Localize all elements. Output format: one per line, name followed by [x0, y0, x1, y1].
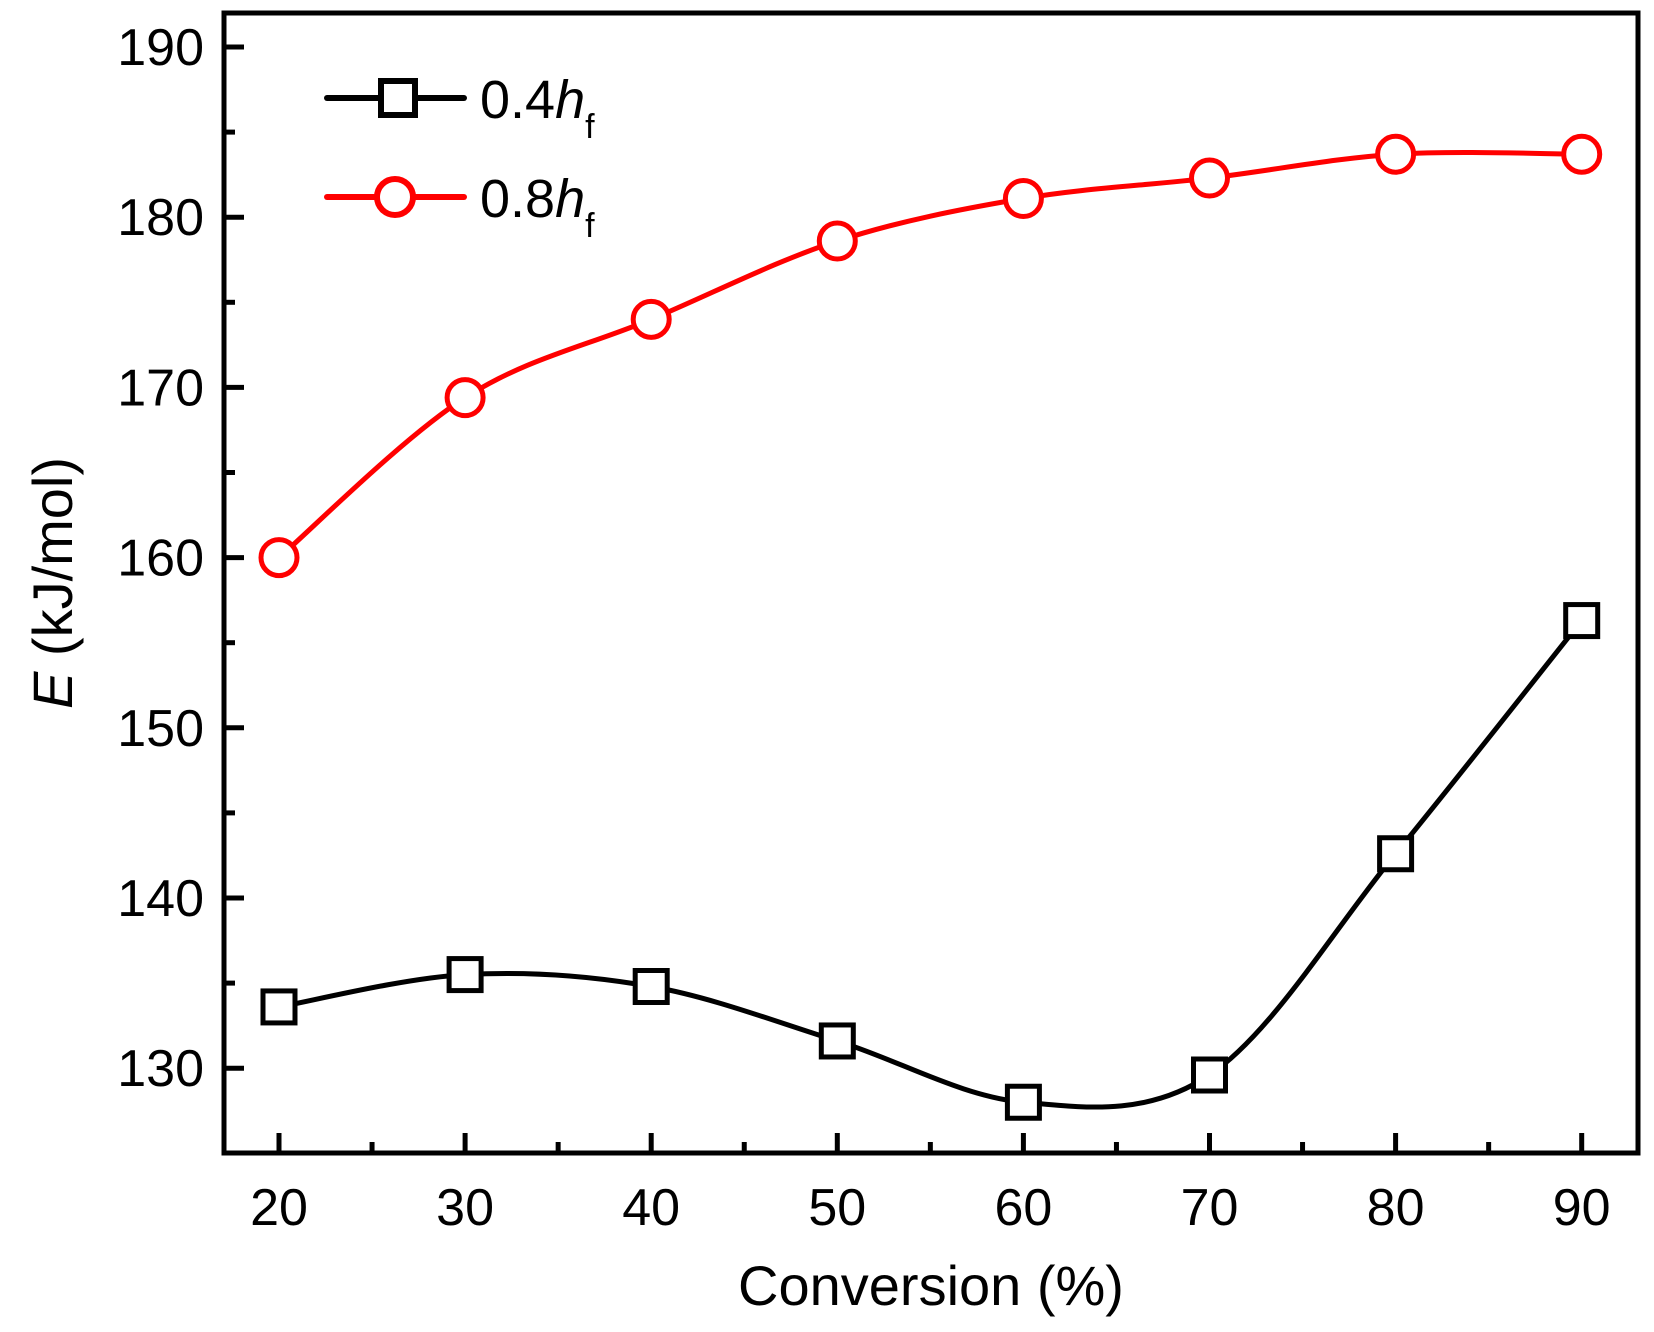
x-tick-label: 60 [994, 1179, 1052, 1237]
x-tick-label: 20 [250, 1179, 308, 1237]
y-tick-label: 180 [117, 189, 204, 247]
x-tick-label: 40 [622, 1179, 680, 1237]
x-axis-title: Conversion (%) [738, 1254, 1124, 1317]
data-point-square [1377, 835, 1415, 873]
y-tick-label: 150 [117, 700, 204, 758]
data-point-square [1563, 602, 1601, 640]
data-point-circle [444, 377, 486, 419]
plot-frame [221, 10, 1641, 1156]
data-point-square [446, 956, 484, 994]
x-tick-label: 90 [1553, 1179, 1611, 1237]
x-tick-label: 70 [1181, 1179, 1239, 1237]
data-point-circle [1375, 133, 1417, 175]
data-point-circle [258, 537, 300, 579]
data-point-square [1004, 1083, 1042, 1121]
data-point-circle [1002, 177, 1044, 219]
y-axis-title: E (kJ/mol) [21, 457, 84, 709]
y-tick-label: 170 [117, 359, 204, 417]
y-tick-label: 130 [117, 1040, 204, 1098]
data-point-circle [630, 298, 672, 340]
x-tick-label: 80 [1367, 1179, 1425, 1237]
data-point-circle [1561, 133, 1603, 175]
data-point-square [1191, 1056, 1228, 1094]
axis-ticks: 20 30 40 50 60 70 80 90 130 140 150 160 170 180 190 [117, 19, 1610, 1237]
y-tick-label: 160 [117, 530, 204, 588]
y-tick-label: 190 [117, 19, 204, 77]
y-tick-label: 140 [117, 870, 204, 928]
data-point-circle [1189, 157, 1230, 199]
legend: 0.4hf 0.8hf [324, 70, 595, 245]
series-line-1 [277, 149, 1582, 560]
data-point-square [260, 988, 298, 1026]
legend-marker-square [378, 78, 418, 118]
x-tick-label: 50 [808, 1179, 866, 1237]
legend-marker-circle [374, 176, 416, 218]
legend-label-1: 0.8hf [480, 169, 595, 245]
y-axis-symbol: E [21, 671, 84, 709]
series-group [258, 133, 1603, 1121]
y-axis-unit: (kJ/mol) [21, 457, 84, 672]
data-point-square [632, 968, 670, 1006]
data-point-circle [816, 220, 858, 262]
legend-label-0: 0.4hf [480, 70, 595, 146]
x-tick-label: 30 [436, 1179, 494, 1237]
data-point-square [818, 1022, 856, 1060]
